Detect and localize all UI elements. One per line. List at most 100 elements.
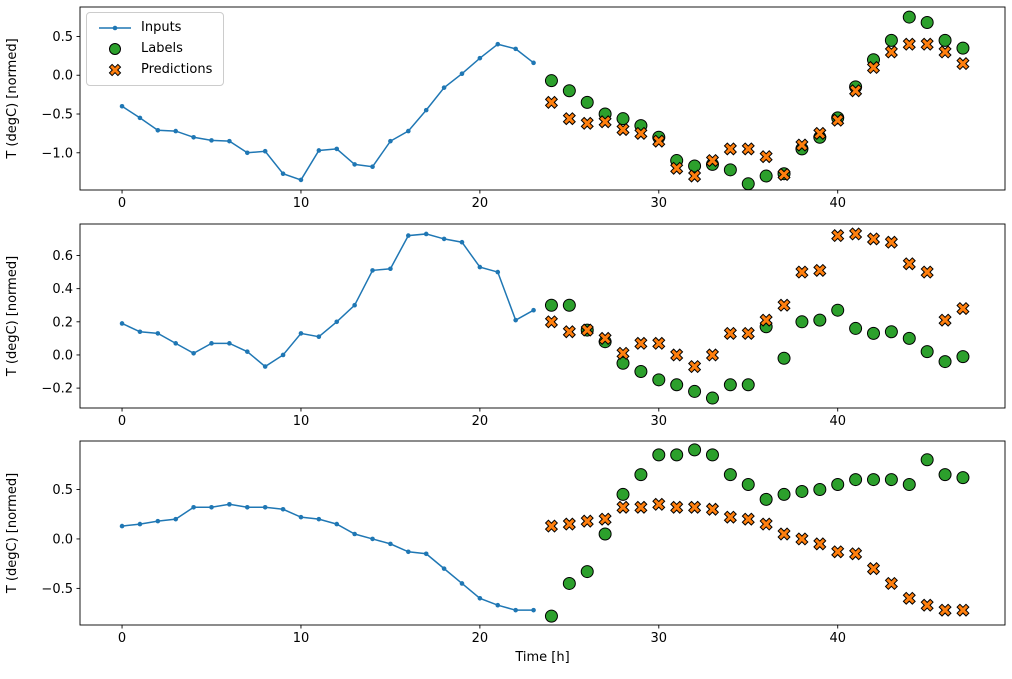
labels-marker bbox=[741, 177, 755, 191]
predictions-marker bbox=[849, 84, 863, 98]
inputs-point bbox=[406, 128, 411, 134]
x-tick-label: 30 bbox=[651, 631, 668, 646]
x-tick-label: 20 bbox=[472, 414, 489, 429]
labels-marker bbox=[705, 391, 719, 405]
inputs-point bbox=[388, 266, 393, 272]
predictions-marker bbox=[544, 519, 559, 533]
inputs-point bbox=[334, 319, 340, 325]
inputs-line bbox=[121, 43, 535, 181]
predictions-marker bbox=[616, 122, 630, 137]
inputs-point bbox=[119, 103, 125, 109]
inputs-point bbox=[513, 46, 518, 52]
predictions-marker bbox=[741, 326, 755, 340]
predictions-marker bbox=[580, 116, 594, 130]
labels-marker bbox=[580, 95, 594, 109]
inputs-point bbox=[137, 329, 143, 335]
inputs-point bbox=[227, 502, 232, 507]
inputs-point bbox=[352, 162, 357, 167]
legend-item-predictions: Predictions bbox=[98, 63, 212, 77]
labels-marker bbox=[956, 471, 970, 485]
x-tick-label: 20 bbox=[472, 196, 489, 211]
predictions-marker bbox=[795, 532, 809, 546]
x-tick-label: 10 bbox=[293, 414, 310, 429]
inputs-line bbox=[121, 503, 534, 611]
predictions-marker bbox=[544, 315, 559, 329]
predictions-marker bbox=[849, 547, 863, 561]
x-tick-label: 40 bbox=[829, 414, 846, 429]
labels-marker bbox=[938, 355, 952, 369]
predictions-marker bbox=[902, 591, 916, 605]
y-tick-label: 0.5 bbox=[52, 30, 73, 45]
inputs-point bbox=[191, 504, 196, 510]
inputs-point bbox=[209, 504, 214, 510]
predictions-marker bbox=[544, 95, 559, 109]
inputs-point bbox=[423, 231, 429, 237]
predictions-marker bbox=[705, 348, 720, 362]
predictions-marker bbox=[902, 257, 916, 271]
labels-marker bbox=[866, 326, 880, 340]
inputs-point bbox=[406, 233, 411, 238]
subplot-2: 0 10 20 30 40 −0.2 0.0 0.2 0.4 0.6 T (degC) [norme… bbox=[5, 223, 1006, 429]
labels-marker bbox=[902, 331, 916, 345]
x-tick-label: 30 bbox=[651, 196, 668, 211]
y-tick-label: −0.2 bbox=[41, 382, 73, 397]
legend: Inputs Labels Predictions bbox=[86, 12, 225, 86]
inputs-point bbox=[227, 138, 232, 144]
predictions-marker bbox=[920, 37, 934, 51]
predictions-marker bbox=[866, 562, 881, 576]
inputs-line bbox=[121, 233, 534, 368]
inputs-point bbox=[298, 514, 304, 520]
inputs-point bbox=[370, 268, 375, 273]
inputs-point bbox=[352, 302, 357, 308]
labels-marker bbox=[884, 325, 898, 339]
y-axis-label: T (degC) [normed] bbox=[5, 38, 20, 159]
predictions-marker bbox=[777, 527, 791, 541]
legend-label-labels: Labels bbox=[141, 41, 183, 56]
inputs-point bbox=[495, 602, 501, 608]
predictions-marker bbox=[670, 348, 684, 362]
y-axis-label: T (degC) [normed] bbox=[5, 256, 20, 377]
labels-marker bbox=[902, 10, 916, 24]
inputs-point bbox=[280, 506, 286, 512]
inputs-point bbox=[352, 531, 357, 537]
inputs-point bbox=[316, 334, 322, 340]
y-axis-label: T (degC) [normed] bbox=[5, 473, 20, 594]
predictions-marker bbox=[723, 510, 737, 524]
inputs-point bbox=[173, 516, 179, 522]
inputs-point bbox=[388, 541, 393, 547]
predictions-marker bbox=[652, 134, 666, 148]
inputs-point bbox=[406, 549, 411, 555]
predictions-marker bbox=[580, 514, 594, 528]
predictions-marker bbox=[866, 60, 881, 75]
x-tick-label: 0 bbox=[118, 631, 126, 646]
legend-label-predictions: Predictions bbox=[141, 62, 213, 77]
predictions-marker bbox=[956, 603, 970, 617]
inputs-point bbox=[173, 128, 179, 134]
predictions-marker bbox=[670, 500, 684, 514]
predictions-marker bbox=[759, 150, 773, 164]
predictions-marker bbox=[598, 115, 612, 129]
predictions-marker bbox=[866, 232, 881, 246]
labels-marker bbox=[759, 492, 773, 506]
labels-marker bbox=[866, 473, 880, 487]
axes-frame bbox=[79, 440, 1006, 626]
inputs-point bbox=[459, 239, 465, 245]
labels-marker bbox=[616, 356, 630, 370]
labels-marker bbox=[884, 33, 898, 47]
predictions-marker bbox=[813, 537, 827, 551]
y-tick-label: 0.0 bbox=[52, 348, 73, 363]
labels-marker bbox=[562, 576, 576, 590]
labels-marker bbox=[562, 298, 576, 312]
predictions-marker bbox=[920, 598, 934, 612]
inputs-point bbox=[244, 504, 250, 510]
legend-dot-swatch bbox=[112, 25, 118, 31]
predictions-marker bbox=[777, 298, 791, 312]
inputs-point bbox=[531, 60, 536, 66]
predictions-marker bbox=[723, 326, 737, 340]
labels-marker bbox=[849, 473, 863, 487]
axes-frame bbox=[79, 223, 1006, 409]
x-tick-label: 0 bbox=[118, 196, 126, 211]
predictions-marker bbox=[616, 346, 630, 360]
inputs-point bbox=[244, 150, 250, 156]
